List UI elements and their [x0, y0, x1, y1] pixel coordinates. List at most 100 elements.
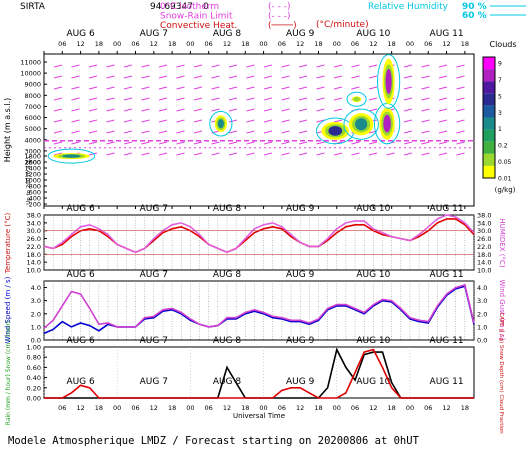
wind-arrow	[71, 75, 80, 79]
hour-tick-label-bottom: 06	[424, 404, 432, 412]
date-label-band: AUG 11	[430, 270, 464, 280]
legend-rh-value: 90 %	[462, 2, 487, 12]
wind-arrow	[333, 64, 343, 68]
wind-arrow	[281, 119, 290, 123]
hour-tick-label-bottom: 12	[442, 404, 450, 412]
legend-rh-label: Relative Humidity	[368, 2, 449, 12]
colorbar-frame	[482, 56, 496, 179]
hour-tick-label: 18	[461, 40, 469, 48]
hour-tick-label-bottom: 06	[205, 404, 213, 412]
height-tick-label: 4000	[24, 136, 41, 144]
wind-arrow	[281, 97, 290, 101]
wind-arrow	[106, 75, 115, 79]
wind-arrow	[176, 75, 185, 79]
wind-arrow	[316, 97, 325, 101]
colorbar-unit: (g/kg)	[495, 186, 516, 194]
temperature-right-tick-label: 14.0	[477, 259, 491, 267]
wind-arrow	[158, 75, 168, 79]
hour-tick-label: 00	[406, 40, 414, 48]
hour-tick-label-bottom: 18	[95, 404, 103, 412]
wind-arrow	[228, 130, 238, 134]
height-tick-label: 1800	[24, 153, 41, 161]
wind-arrow	[333, 119, 343, 123]
wind-arrow	[263, 86, 273, 90]
wind-arrow	[368, 152, 378, 156]
height-tick-label: 600	[29, 189, 41, 197]
wind-arrow	[368, 86, 378, 90]
date-label-band: AUG 10	[356, 377, 390, 387]
wind-arrow	[298, 64, 308, 68]
wind-arrow	[123, 86, 133, 90]
wind-arrow	[421, 75, 430, 79]
wind-arrow	[246, 108, 255, 112]
wind-arrow	[88, 75, 98, 79]
date-label-band: AUG 6	[66, 204, 95, 214]
date-label: AUG 6	[66, 29, 95, 39]
wind-arrow	[438, 119, 448, 123]
wind-arrow	[176, 130, 185, 134]
wind-arrow	[246, 97, 255, 101]
wind-arrow	[211, 152, 220, 156]
date-label-band: AUG 10	[356, 204, 390, 214]
wind-arrow	[53, 75, 63, 79]
precip-tick-label: 0.40	[27, 374, 41, 382]
date-label-band: AUG 10	[356, 270, 390, 280]
colorbar-tick-label: 1	[498, 126, 502, 133]
wind-arrow	[176, 64, 185, 68]
wind-arrow	[176, 97, 185, 101]
hour-tick-label: 00	[259, 40, 267, 48]
height-tick-label: 1400	[24, 165, 41, 173]
wind-arrow	[88, 119, 98, 123]
temperature-tick-label: 18.0	[27, 251, 41, 259]
hour-tick-label: 18	[388, 40, 396, 48]
height-axis-label: Height (m a.s.l.)	[3, 98, 12, 163]
wind-arrow	[438, 64, 448, 68]
cloud-blob	[383, 114, 391, 133]
height-tick-label: 11000	[20, 59, 41, 67]
wind-arrow	[123, 152, 133, 156]
hour-tick-label: 18	[95, 40, 103, 48]
wind-tick-label: 1.0	[31, 323, 41, 331]
precip-series-cape	[44, 348, 474, 399]
wind-arrow	[281, 130, 290, 134]
wind-arrow	[141, 130, 150, 134]
wind-arrow	[211, 86, 220, 90]
cape-axis-label: CAPE (J / g) Snow Depth (cm) Cloud Fract…	[498, 312, 504, 434]
wind-arrow	[368, 97, 378, 101]
date-label: AUG 9	[286, 29, 315, 39]
date-label-band: AUG 9	[286, 336, 315, 346]
wind-arrow	[246, 119, 255, 123]
date-label-band: AUG 6	[66, 336, 95, 346]
date-label-band: AUG 8	[213, 377, 242, 387]
temperature-tick-label: 34.0	[27, 219, 41, 227]
wind-arrow	[71, 86, 80, 90]
wind-arrow	[246, 64, 255, 68]
hour-tick-label: 00	[113, 40, 121, 48]
wind-arrow	[123, 141, 133, 145]
wind-gust-axis-label: Wind Gust (m / s)	[498, 279, 506, 340]
cloud-blob	[217, 119, 224, 129]
colorbar-swatch	[483, 129, 495, 142]
hour-tick-label-bottom: 18	[388, 404, 396, 412]
wind-arrow	[228, 75, 238, 79]
wind-arrow	[123, 97, 133, 101]
colorbar-tick-label: 3	[498, 110, 502, 117]
wind-arrow	[316, 75, 325, 79]
temperature-tick-label: 10.0	[27, 267, 41, 275]
wind-arrow	[403, 108, 413, 112]
wind-arrow	[456, 152, 465, 156]
date-label-band: AUG 9	[286, 270, 315, 280]
wind-arrow	[158, 119, 168, 123]
wind-arrow	[316, 64, 325, 68]
wind-arrow	[263, 75, 273, 79]
temperature-tick-label: 26.0	[27, 235, 41, 243]
hour-tick-label-bottom: 18	[168, 404, 176, 412]
wind-arrow	[123, 130, 133, 134]
temperature-tick-label: 38.0	[27, 212, 41, 220]
legend-rh-value: 60 %	[462, 11, 487, 21]
wind-arrow	[421, 141, 430, 145]
temperature-right-tick-label: 10.0	[477, 267, 491, 275]
hour-tick-label: 00	[186, 40, 194, 48]
wind-arrow	[438, 97, 448, 101]
height-tick-label: 1000	[24, 177, 41, 185]
